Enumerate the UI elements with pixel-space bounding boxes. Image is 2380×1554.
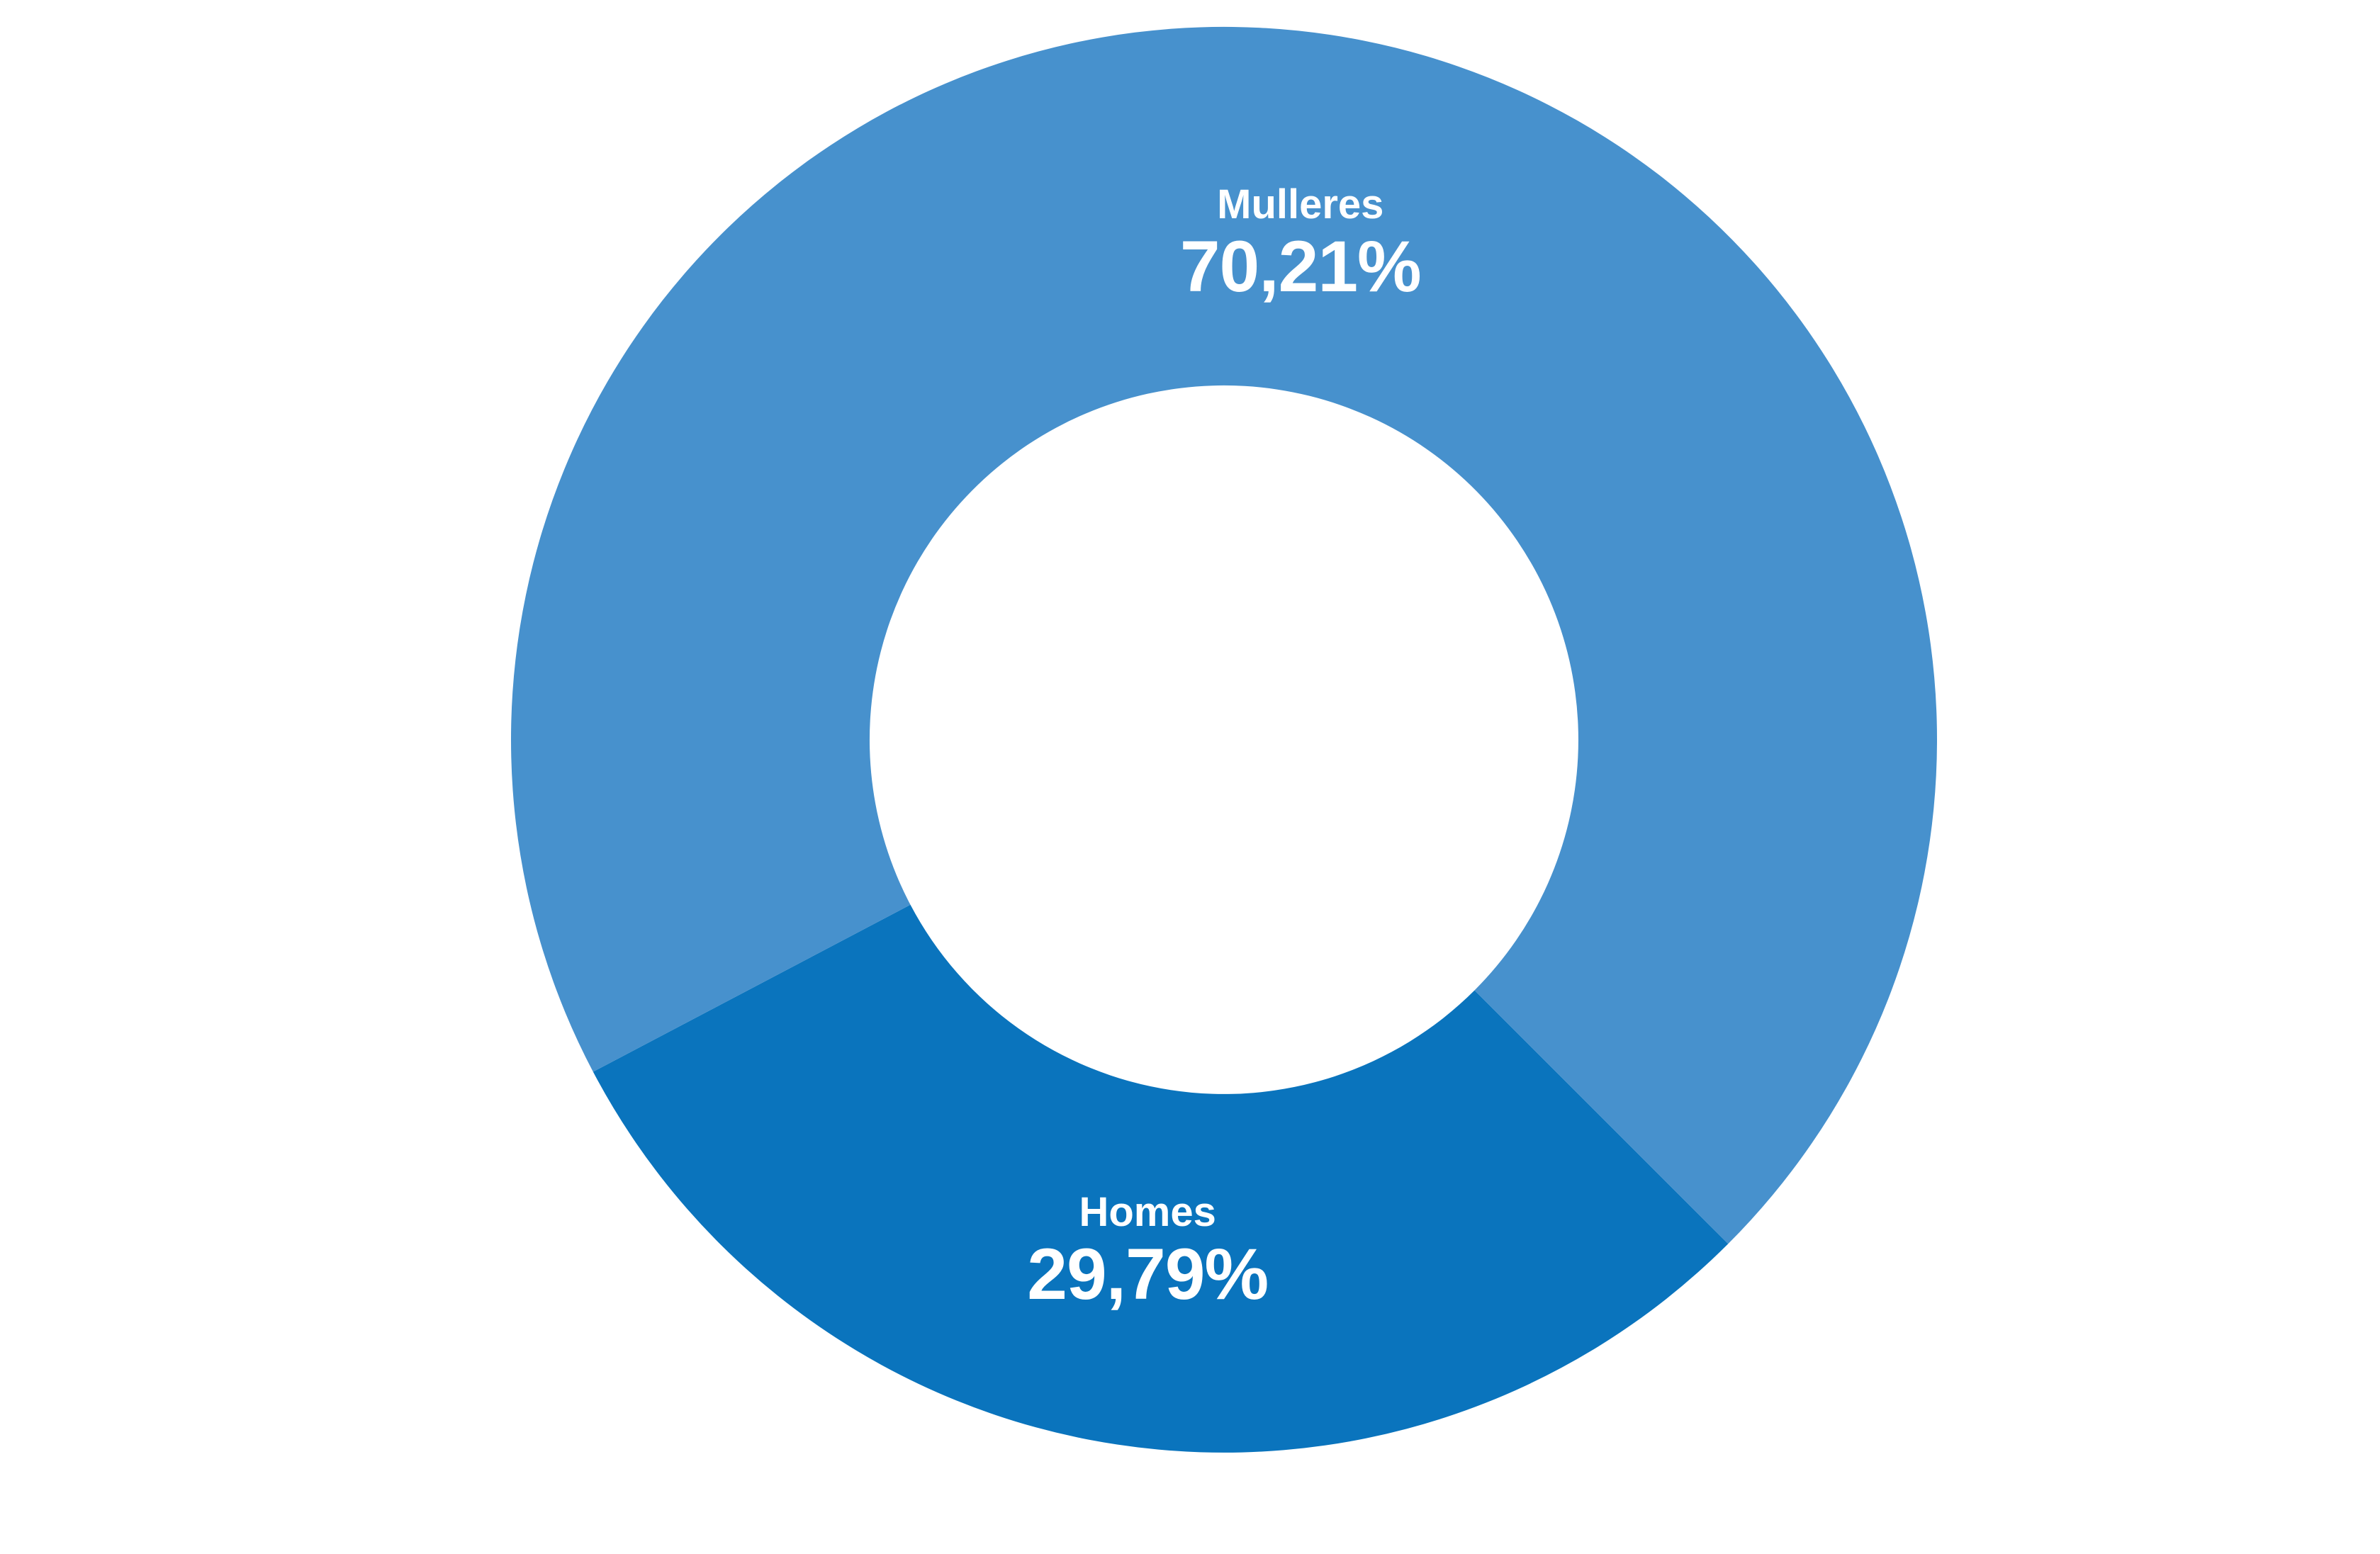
donut-slices — [510, 26, 1937, 1453]
slice-label-value-mulleres: 70,21% — [1180, 226, 1421, 307]
slice-mulleres[interactable] — [510, 26, 1937, 1244]
slice-label-name-mulleres: Mulleres — [1217, 181, 1383, 227]
slice-label-value-homes: 29,79% — [1027, 1234, 1268, 1314]
slice-homes[interactable] — [593, 904, 1729, 1453]
slice-label-name-homes: Homes — [1079, 1189, 1216, 1235]
